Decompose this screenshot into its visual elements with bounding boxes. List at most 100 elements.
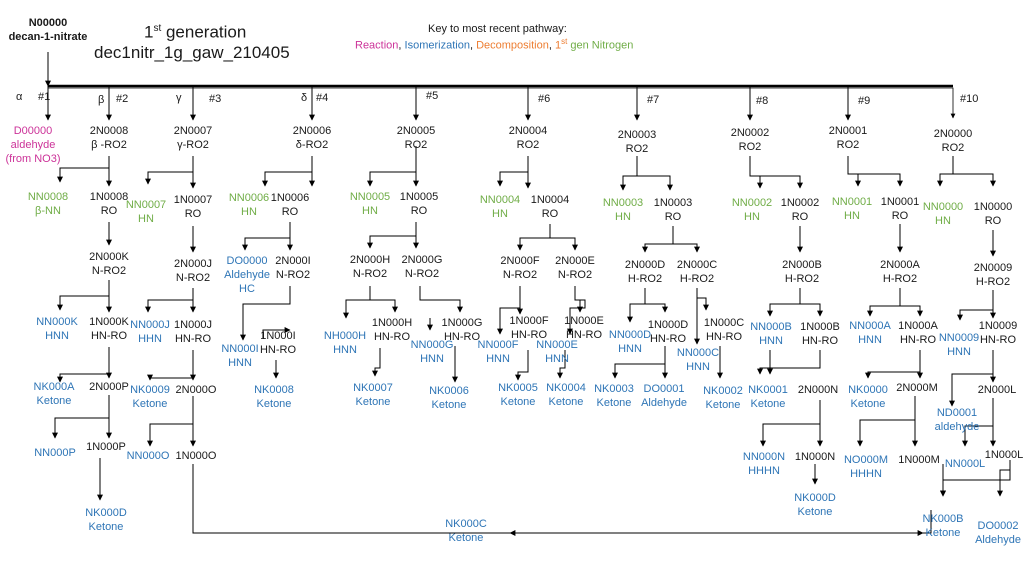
node-code: 1N000A: [898, 320, 938, 332]
node-code: NN000D: [608, 329, 652, 341]
node-2n000m: 2N000M: [896, 382, 938, 394]
node-1n000e: 1N000E HN-RO: [564, 314, 604, 342]
node-code: NK0003: [594, 383, 634, 395]
node-nn000i: NN000I HNN: [221, 342, 258, 370]
node-code: 2N000F: [500, 255, 540, 267]
key-heading: Key to most recent pathway:: [428, 23, 567, 35]
node-do0000: DO0000 Aldehyde HC: [224, 254, 270, 296]
node-2n0008: 2N0008 β -RO2: [90, 124, 129, 152]
node-nn000a: NN000A HNN: [849, 319, 891, 347]
node-type: Ketone: [596, 397, 632, 409]
node-type: RO: [281, 206, 299, 218]
node-type: HNN: [45, 330, 69, 342]
pos-4: #4: [316, 92, 329, 104]
node-type: Ketone: [797, 506, 833, 518]
node-nn0001: NN0001 HN: [832, 195, 872, 223]
node-2n000l: 2N000L: [977, 384, 1017, 396]
node-type: HN: [935, 215, 951, 227]
node-code: 2N0008: [89, 125, 129, 137]
node-nn000j: NN000J HHN: [130, 318, 170, 346]
node-1n000d: 1N000D HN-RO: [648, 318, 688, 346]
node-type: HHHN: [850, 468, 882, 480]
node-nn0007: NN0007 HN: [126, 198, 166, 226]
pos-alpha: α: [16, 91, 23, 103]
node-type: HNN: [486, 353, 510, 365]
node-type: N-RO2: [91, 265, 127, 277]
node-code: 1N0008: [89, 191, 129, 203]
pos-2: #2: [116, 93, 129, 105]
node-1n0002: 1N0002 RO: [781, 196, 820, 224]
node-nn000g: NN000G HNN: [411, 338, 454, 366]
node-note: (from NO3): [5, 153, 61, 165]
node-type: Ketone: [256, 398, 292, 410]
node-code: NK0000: [848, 384, 888, 396]
node-code: NN0006: [228, 192, 270, 204]
node-code: 2N0009: [973, 262, 1013, 274]
node-code: NN000C: [676, 347, 720, 359]
node-type: HN: [362, 205, 378, 217]
node-type: RO2: [404, 139, 428, 151]
node-code: NN0003: [602, 197, 644, 209]
node-1n000h: 1N000H HN-RO: [372, 316, 412, 344]
pos-10: #10: [960, 93, 979, 105]
node-type: Aldehyde: [641, 397, 687, 409]
node-nn0009: NN0009 HNN: [939, 331, 979, 359]
node-2n0002: 2N0002 RO2: [731, 126, 770, 154]
node-type: Ketone: [750, 398, 786, 410]
node-code: 1N0006: [270, 192, 310, 204]
node-code: 2N000B: [782, 259, 822, 271]
node-1n000j: 1N000J HN-RO: [174, 318, 212, 346]
node-2n0009: 2N0009 H-RO2: [974, 261, 1013, 289]
node-nk000b: NK000B Ketone: [923, 512, 964, 540]
node-code: 1N000E: [564, 315, 604, 327]
node-2n0000: 2N0000 RO2: [934, 127, 973, 155]
pos-8: #8: [756, 95, 769, 107]
key-sep: ,: [548, 39, 555, 52]
node-nn0000: NN0000 HN: [923, 200, 963, 228]
node-1n000b: 1N000B HN-RO: [800, 320, 840, 348]
node-code: NN000E: [536, 339, 578, 351]
node-type: HN-RO: [801, 335, 839, 347]
node-1n000g: 1N000G HN-RO: [442, 316, 483, 344]
node-type: HN-RO: [510, 329, 548, 341]
node-nk0003: NK0003 Ketone: [594, 382, 634, 410]
node-type: RO: [984, 215, 1002, 227]
node-type: HN: [138, 213, 154, 225]
node-code: 2N0000: [933, 128, 973, 140]
node-2n0001: 2N0001 RO2: [829, 124, 868, 152]
node-2n000p: 2N000P: [89, 381, 129, 393]
node-code: NK0004: [546, 382, 586, 394]
pos-9: #9: [858, 95, 871, 107]
node-code: 2N0002: [730, 127, 770, 139]
pos-6: #6: [538, 93, 551, 105]
node-1n0006: 1N0006 RO: [271, 191, 310, 219]
node-code: NN000I: [221, 343, 259, 355]
pos-7: #7: [647, 94, 660, 106]
key-sep: ,: [469, 39, 477, 52]
node-type: HNN: [858, 334, 882, 346]
node-1n000o: 1N000O: [175, 450, 217, 462]
node-type: HN: [844, 210, 860, 222]
node-code: NN0008: [27, 191, 69, 203]
node-type: RO2: [836, 139, 860, 151]
node-code: 2N000K: [89, 251, 129, 263]
node-code: NN000B: [750, 321, 792, 333]
node-1n0008: 1N0008 RO: [90, 190, 129, 218]
node-type: RO2: [516, 139, 540, 151]
node-code: NK0008: [254, 384, 294, 396]
node-type: N-RO2: [404, 268, 440, 280]
node-code: D00000: [13, 125, 53, 137]
node-2n000h: 2N000H N-RO2: [350, 253, 390, 281]
node-type: N-RO2: [352, 268, 388, 280]
node-nd0001: ND0001 aldehyde: [935, 406, 980, 434]
node-nk0007: NK0007 Ketone: [353, 381, 393, 409]
node-type: δ-RO2: [295, 139, 329, 151]
node-type: HN: [615, 211, 631, 223]
node-nk0000: NK0000 Ketone: [848, 383, 888, 411]
node-do0002: DO0002 Aldehyde: [975, 519, 1021, 547]
node-code: NN0009: [938, 332, 980, 344]
node-type: HHHN: [748, 465, 780, 477]
node-code: 1N000G: [441, 317, 483, 329]
node-type: RO: [184, 208, 202, 220]
node-1n0009: 1N0009 HN-RO: [979, 319, 1018, 347]
